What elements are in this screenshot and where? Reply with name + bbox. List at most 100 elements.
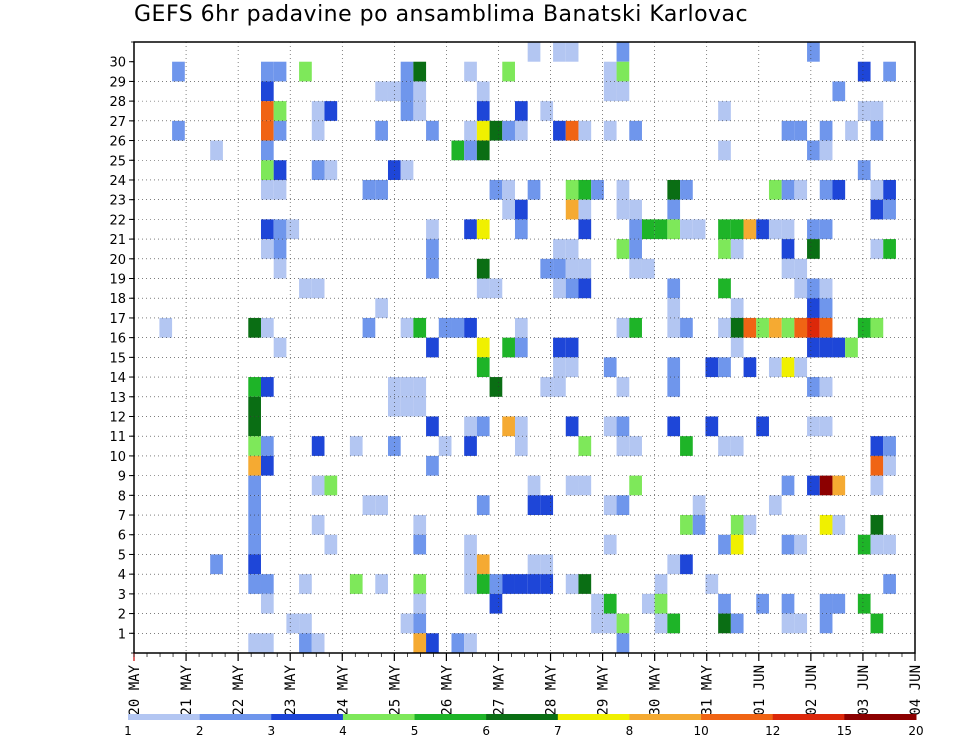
y-tick-label: 21 — [109, 233, 126, 248]
precip-cell — [400, 317, 414, 338]
precip-cell — [413, 534, 427, 555]
precip-cell — [273, 239, 287, 259]
precip-cell — [870, 120, 884, 141]
y-tick-label: 25 — [109, 154, 126, 169]
precip-cell — [794, 317, 808, 338]
precip-cell — [260, 455, 274, 476]
colorbar: 1 2 3 4 5 6 7 8 10 12 15 20 — [124, 714, 924, 738]
precip-cell — [718, 593, 731, 614]
precip-cell — [464, 554, 477, 575]
precip-cell — [616, 613, 630, 634]
precip-cell — [667, 377, 681, 397]
x-tick-label: 30 MAY — [648, 664, 664, 715]
precip-cell — [870, 436, 884, 456]
precip-cell — [819, 475, 833, 496]
y-tick-label: 16 — [109, 332, 126, 347]
precip-cell — [426, 120, 439, 141]
y-tick-label: 11 — [109, 430, 126, 445]
precip-cell — [426, 455, 439, 476]
precip-cell — [781, 219, 795, 240]
precip-cell — [883, 534, 896, 555]
precip-cell — [476, 554, 490, 575]
precip-cell — [883, 199, 896, 220]
colorbar-label: 2 — [196, 724, 204, 738]
colorbar-label: 6 — [482, 724, 490, 738]
precip-cell — [413, 574, 427, 594]
precip-cell — [324, 475, 338, 496]
precip-cell — [870, 239, 884, 259]
precip-cell — [578, 436, 592, 456]
precip-cell — [718, 101, 731, 121]
y-tick-label: 18 — [109, 292, 126, 307]
precip-cell — [464, 574, 477, 594]
precip-cell — [273, 160, 287, 180]
precip-cell — [565, 258, 579, 279]
precip-cell — [578, 219, 592, 240]
precip-cell — [819, 219, 833, 240]
precip-cell — [629, 120, 642, 141]
colorbar-label: 20 — [908, 724, 923, 738]
precip-cell — [260, 239, 274, 259]
precip-cell — [870, 101, 884, 121]
x-tick-label: 04 JUN — [908, 665, 924, 716]
precip-cell — [807, 239, 820, 259]
precip-cell — [527, 42, 541, 62]
precip-cell — [438, 317, 452, 338]
precip-cell — [578, 199, 592, 220]
precip-cell — [260, 101, 274, 121]
precip-cell — [413, 81, 427, 102]
precip-cell — [781, 179, 795, 200]
precip-cell — [172, 120, 185, 141]
precip-cell — [603, 61, 617, 82]
y-tick-label: 17 — [109, 312, 126, 327]
precip-cell — [413, 593, 427, 614]
precip-cell — [819, 377, 833, 397]
precip-cell — [883, 179, 896, 200]
precip-cell — [502, 179, 515, 200]
precip-cell — [299, 633, 312, 653]
precip-cell — [540, 495, 554, 516]
precip-cell — [400, 377, 414, 397]
precip-cell — [781, 475, 795, 496]
precip-cell — [286, 219, 300, 240]
precip-cell — [400, 61, 414, 82]
precip-cell — [819, 278, 833, 299]
precip-cell — [629, 258, 642, 279]
precip-cell — [591, 593, 604, 614]
precip-cell — [730, 317, 744, 338]
precip-cell — [870, 475, 884, 496]
precip-cell — [807, 298, 820, 318]
precip-cell — [794, 357, 808, 378]
colorbar-label: 8 — [626, 724, 634, 738]
colorbar-label: 1 — [124, 724, 132, 738]
precip-cell — [260, 81, 274, 102]
y-tick-label: 4 — [118, 568, 126, 583]
precip-cell — [248, 416, 261, 437]
precip-cell — [832, 515, 846, 535]
precip-cell — [349, 436, 363, 456]
precip-cell — [413, 377, 427, 397]
y-tick-label: 28 — [109, 95, 126, 110]
precip-cell — [794, 613, 808, 634]
precip-cell — [248, 475, 261, 496]
precip-cell — [730, 534, 744, 555]
precip-cell — [426, 219, 439, 240]
precip-cell — [603, 613, 617, 634]
precip-cell — [502, 416, 515, 437]
precip-cell — [578, 120, 592, 141]
precip-cell — [260, 633, 274, 653]
precip-cell — [578, 278, 592, 299]
precip-cell — [451, 633, 465, 653]
precip-cell — [819, 337, 833, 358]
precip-cell — [718, 534, 731, 555]
precip-cell — [413, 101, 427, 121]
precip-cell — [692, 219, 706, 240]
precip-cell — [565, 120, 579, 141]
colorbar-label: 10 — [693, 724, 708, 738]
precip-cell — [514, 574, 528, 594]
precip-cell — [807, 377, 820, 397]
precip-cell — [832, 179, 846, 200]
precip-cell — [603, 534, 617, 555]
precip-cell — [857, 160, 871, 180]
precip-cell — [781, 534, 795, 555]
